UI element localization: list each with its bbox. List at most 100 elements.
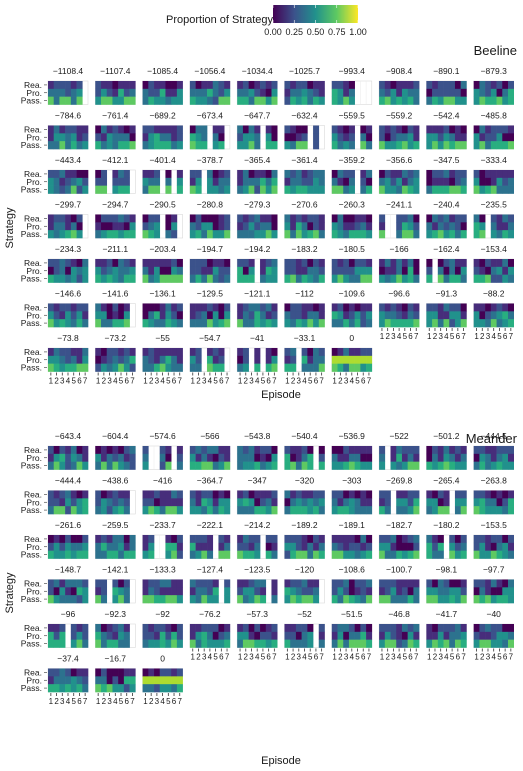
strategy-tick-label: Pro. xyxy=(26,132,42,142)
heatmap-cell xyxy=(343,595,350,604)
heatmap-cell xyxy=(432,446,439,455)
heatmap-cell xyxy=(485,125,492,134)
heatmap-cell xyxy=(318,311,325,320)
facet-panel: −522 xyxy=(378,431,420,470)
episode-tick-label: 2 xyxy=(196,377,201,386)
facet-strip-label: −76.2 xyxy=(199,609,221,619)
heatmap-cell xyxy=(95,579,102,588)
facet-strip-label: −632.4 xyxy=(291,111,318,121)
heatmap-cell xyxy=(129,668,136,677)
heatmap-cell xyxy=(176,355,183,364)
heatmap-cell xyxy=(212,587,219,596)
heatmap-cell xyxy=(201,259,208,268)
episode-tick-label: 6 xyxy=(314,377,319,386)
heatmap-cell xyxy=(407,579,414,588)
heatmap-cell xyxy=(154,676,161,685)
episode-tick-label: 6 xyxy=(266,377,271,386)
heatmap-cell xyxy=(379,96,386,105)
facet-strip-label: −320 xyxy=(295,476,314,486)
heatmap-cell xyxy=(307,631,314,640)
heatmap-cell xyxy=(195,303,202,312)
heatmap-cell xyxy=(443,230,450,239)
episode-tick-label: 1 xyxy=(191,653,196,662)
heatmap-cell xyxy=(473,550,480,559)
facet-panel: −129.5 xyxy=(189,289,231,328)
heatmap-cell xyxy=(496,259,503,268)
heatmap-cell xyxy=(290,631,297,640)
heatmap-cell xyxy=(65,542,72,551)
heatmap-cell xyxy=(290,125,297,134)
heatmap-cell xyxy=(343,461,350,470)
heatmap-cell xyxy=(70,595,77,604)
heatmap-cell xyxy=(426,550,433,559)
heatmap-cell xyxy=(171,498,178,507)
heatmap-cell xyxy=(343,170,350,179)
heatmap-cell xyxy=(101,274,108,283)
heatmap-cell xyxy=(101,141,108,150)
heatmap-cell xyxy=(331,274,338,283)
heatmap-cell xyxy=(313,133,320,142)
heatmap-cell xyxy=(379,587,386,596)
strategy-tick-label: Rea. xyxy=(24,347,42,357)
heatmap-cell xyxy=(479,446,486,455)
heatmap-cell xyxy=(106,355,113,364)
heatmap-cell xyxy=(237,461,244,470)
heatmap-cell xyxy=(366,185,373,194)
heatmap-cell xyxy=(390,259,397,268)
heatmap-cell xyxy=(260,88,267,97)
heatmap-cell xyxy=(224,266,231,275)
facet-strip-label: −142.1 xyxy=(102,565,129,575)
facet-strip-label: −96.6 xyxy=(388,289,410,299)
heatmap-cell xyxy=(224,222,231,231)
heatmap-cell xyxy=(65,214,72,223)
heatmap-cell xyxy=(123,579,130,588)
heatmap-cell xyxy=(390,88,397,97)
heatmap-cell xyxy=(224,96,231,105)
heatmap-cell xyxy=(148,81,155,90)
heatmap-cell xyxy=(460,490,467,499)
heatmap-cell xyxy=(307,550,314,559)
heatmap-cell xyxy=(301,303,308,312)
heatmap-cell xyxy=(118,631,125,640)
episode-tick-label: 3 xyxy=(391,332,396,341)
heatmap-cell xyxy=(271,96,278,105)
heatmap-cell xyxy=(437,214,444,223)
heatmap-cell xyxy=(112,348,119,357)
heatmap-cell xyxy=(307,348,314,357)
facet-panel: 01 2 3 4 5 6 7 xyxy=(142,654,183,706)
heatmap-cell xyxy=(366,631,373,640)
heatmap-cell xyxy=(295,266,302,275)
heatmap-cell xyxy=(171,587,178,596)
heatmap-cell xyxy=(248,125,255,134)
heatmap-cell xyxy=(148,125,155,134)
heatmap-cell xyxy=(59,319,66,328)
heatmap-cell xyxy=(248,222,255,231)
heatmap-cell xyxy=(443,595,450,604)
heatmap-cell xyxy=(379,230,386,239)
heatmap-cell xyxy=(271,446,278,455)
heatmap-cell xyxy=(290,550,297,559)
heatmap-cell xyxy=(159,303,166,312)
heatmap-cell xyxy=(53,453,60,462)
heatmap-cell xyxy=(343,303,350,312)
facet-strip-label: −260.3 xyxy=(339,200,366,210)
heatmap-cell xyxy=(337,311,344,320)
heatmap-cell xyxy=(254,319,261,328)
legend-tick-label: 1.00 xyxy=(349,27,367,37)
heatmap-cell xyxy=(348,506,355,515)
heatmap-cell xyxy=(331,303,338,312)
heatmap-cell xyxy=(337,303,344,312)
heatmap-cell xyxy=(112,535,119,544)
heatmap-cell xyxy=(95,550,102,559)
heatmap-cell xyxy=(212,498,219,507)
heatmap-cell xyxy=(401,639,408,648)
heatmap-cell xyxy=(212,639,219,648)
heatmap-cell xyxy=(207,461,214,470)
heatmap-cell xyxy=(118,185,125,194)
facet-strip-label: −566 xyxy=(200,431,219,441)
heatmap-cell xyxy=(176,446,183,455)
facet-strip-label: −890.1 xyxy=(433,66,460,76)
heatmap-cell xyxy=(65,348,72,357)
heatmap-cell xyxy=(360,230,367,239)
heatmap-cell xyxy=(106,141,113,150)
